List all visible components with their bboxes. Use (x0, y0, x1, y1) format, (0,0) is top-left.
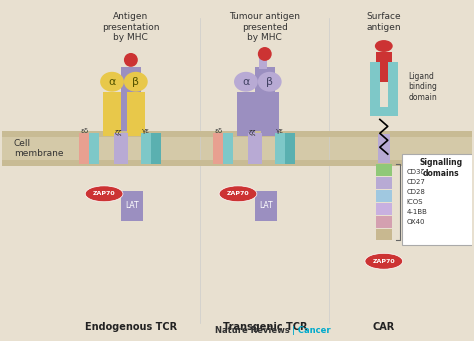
Bar (2, 131, 472, 166)
Bar (376, 203, 392, 214)
Text: β: β (266, 77, 273, 87)
Text: α: α (242, 77, 250, 87)
Ellipse shape (124, 53, 138, 67)
Bar (275, 133, 284, 164)
Bar (401, 154, 474, 246)
Text: εδ: εδ (214, 128, 222, 134)
Text: Signalling
domains: Signalling domains (420, 158, 463, 178)
Text: Nature Reviews: Nature Reviews (215, 326, 290, 335)
Bar (388, 62, 398, 116)
Ellipse shape (258, 72, 282, 92)
Ellipse shape (375, 40, 393, 52)
Text: ZAP70: ZAP70 (373, 259, 395, 264)
Bar (378, 134, 390, 163)
Ellipse shape (365, 253, 402, 269)
Text: β: β (132, 77, 139, 87)
Bar (284, 133, 294, 164)
Bar (114, 133, 121, 164)
Ellipse shape (100, 72, 124, 92)
Text: γε: γε (142, 128, 150, 134)
Bar (255, 191, 277, 221)
Text: CD3ζ: CD3ζ (407, 169, 425, 175)
Text: α: α (109, 77, 116, 87)
Text: ZAP70: ZAP70 (227, 191, 249, 196)
Text: Surface
antigen: Surface antigen (366, 12, 401, 32)
Text: ICOS: ICOS (407, 199, 423, 205)
Text: CD27: CD27 (407, 179, 426, 185)
Ellipse shape (85, 186, 123, 202)
Text: LAT: LAT (259, 201, 273, 210)
Bar (376, 52, 392, 82)
Bar (141, 133, 151, 164)
Bar (255, 133, 262, 164)
Text: OX40: OX40 (407, 219, 425, 225)
Bar (121, 67, 141, 131)
Bar (121, 133, 128, 164)
Text: CD28: CD28 (407, 189, 426, 195)
Bar (370, 106, 398, 116)
Bar (237, 92, 255, 136)
Bar (223, 133, 233, 164)
Bar (151, 133, 161, 164)
Text: Antigen
presentation
by MHC: Antigen presentation by MHC (102, 12, 160, 42)
Bar (2, 160, 472, 166)
Ellipse shape (219, 186, 257, 202)
Bar (376, 190, 392, 202)
Ellipse shape (258, 47, 272, 61)
Ellipse shape (124, 72, 148, 92)
Bar (127, 92, 145, 136)
Bar (103, 92, 121, 136)
Text: ζζ: ζζ (114, 130, 122, 136)
Text: Tumour antigen
presented
by MHC: Tumour antigen presented by MHC (229, 12, 300, 42)
Text: ζζ: ζζ (248, 130, 255, 136)
Text: | Cancer: | Cancer (292, 326, 330, 335)
Bar (261, 92, 279, 136)
Text: 4-1BB: 4-1BB (407, 209, 428, 215)
Bar (376, 216, 392, 227)
Bar (79, 133, 89, 164)
Text: εδ: εδ (80, 128, 88, 134)
Bar (259, 57, 267, 69)
Text: Transgenic TCR: Transgenic TCR (222, 322, 307, 332)
Text: ZAP70: ZAP70 (93, 191, 115, 196)
Bar (248, 133, 255, 164)
Bar (89, 133, 99, 164)
Bar (376, 228, 392, 240)
Ellipse shape (234, 72, 258, 92)
Text: γε: γε (276, 128, 283, 134)
Bar (370, 62, 380, 116)
Text: CAR: CAR (373, 322, 395, 332)
Bar (255, 67, 275, 131)
Bar (2, 131, 472, 137)
Text: Ligand
binding
domain: Ligand binding domain (409, 72, 438, 102)
Bar (376, 164, 392, 176)
Text: Endogenous TCR: Endogenous TCR (85, 322, 177, 332)
Bar (213, 133, 223, 164)
Bar (121, 191, 143, 221)
Bar (376, 177, 392, 189)
Text: LAT: LAT (125, 201, 139, 210)
Text: Cell
membrane: Cell membrane (14, 139, 64, 158)
